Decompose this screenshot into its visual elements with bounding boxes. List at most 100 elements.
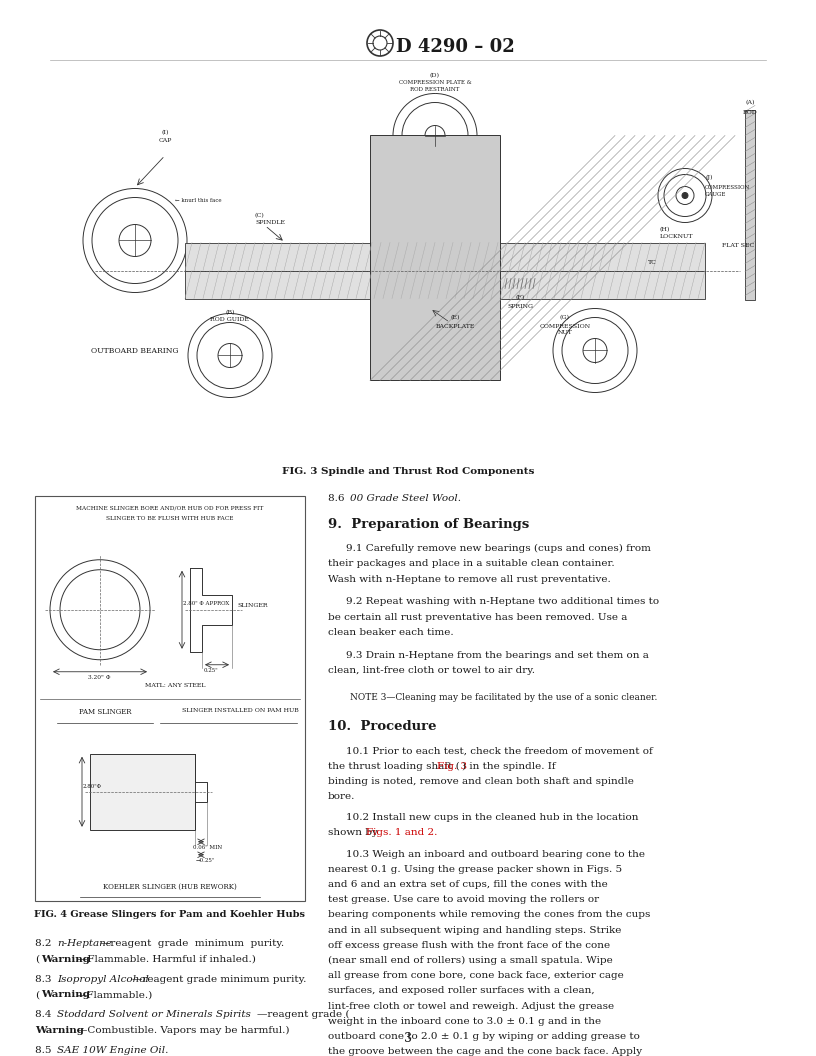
Text: Warning: Warning: [41, 991, 90, 999]
Text: outboard cone to 2.0 ± 0.1 g by wiping or adding grease to: outboard cone to 2.0 ± 0.1 g by wiping o…: [328, 1032, 640, 1041]
Bar: [745, 111, 755, 301]
Text: OUTBOARD BEARING: OUTBOARD BEARING: [91, 347, 179, 356]
Bar: [35, 496, 305, 901]
Text: all grease from cone bore, cone back face, exterior cage: all grease from cone bore, cone back fac…: [328, 972, 623, 980]
Text: be certain all rust preventative has been removed. Use a: be certain all rust preventative has bee…: [328, 612, 628, 622]
Text: —Flammable.): —Flammable.): [77, 991, 153, 999]
Text: lint-free cloth or towel and reweigh. Adjust the grease: lint-free cloth or towel and reweigh. Ad…: [328, 1002, 614, 1011]
Text: (E): (E): [450, 316, 459, 321]
Text: →0.25": →0.25": [196, 857, 215, 863]
Text: 8.4: 8.4: [35, 1011, 55, 1019]
Text: COMPRESSION: COMPRESSION: [705, 186, 750, 190]
Text: ) in the spindle. If: ) in the spindle. If: [463, 761, 556, 771]
Text: off excess grease flush with the front face of the cone: off excess grease flush with the front f…: [328, 941, 610, 950]
Text: (I): (I): [162, 130, 169, 135]
Text: bore.: bore.: [328, 792, 356, 800]
Text: D 4290 – 02: D 4290 – 02: [396, 38, 515, 56]
Text: LOCKNUT: LOCKNUT: [660, 234, 694, 240]
Text: 0.06" MIN: 0.06" MIN: [193, 845, 222, 850]
Text: Fig. 3: Fig. 3: [437, 761, 468, 771]
Text: surfaces, and exposed roller surfaces with a clean,: surfaces, and exposed roller surfaces wi…: [328, 986, 595, 996]
Text: NOTE 3—Cleaning may be facilitated by the use of a sonic cleaner.: NOTE 3—Cleaning may be facilitated by th…: [350, 693, 658, 702]
Text: SPRING: SPRING: [507, 303, 533, 308]
Bar: [185, 270, 705, 299]
Text: ← knurl this face: ← knurl this face: [175, 197, 222, 203]
Text: MATL: ANY STEEL: MATL: ANY STEEL: [145, 683, 206, 687]
Text: FLAT SEC: FLAT SEC: [722, 244, 754, 248]
Text: (C): (C): [255, 213, 264, 219]
Text: 9.3 Drain n-Heptane from the bearings and set them on a: 9.3 Drain n-Heptane from the bearings an…: [346, 650, 649, 660]
Text: (F): (F): [516, 296, 525, 301]
Text: Figs. 1 and 2.: Figs. 1 and 2.: [366, 828, 437, 837]
Text: ROD GUIDE: ROD GUIDE: [211, 318, 250, 322]
Text: MACHINE SLINGER BORE AND/OR HUB OD FOR PRESS FIT: MACHINE SLINGER BORE AND/OR HUB OD FOR P…: [77, 506, 264, 511]
Text: test grease. Use care to avoid moving the rollers or: test grease. Use care to avoid moving th…: [328, 895, 599, 904]
Text: —Combustible. Vapors may be harmful.): —Combustible. Vapors may be harmful.): [77, 1025, 290, 1035]
Text: SLINGER INSTALLED ON PAM HUB: SLINGER INSTALLED ON PAM HUB: [182, 709, 299, 714]
Text: —reagent grade (: —reagent grade (: [257, 1011, 349, 1019]
Text: Isopropyl Alcohol: Isopropyl Alcohol: [57, 975, 149, 983]
Text: 10.3 Weigh an inboard and outboard bearing cone to the: 10.3 Weigh an inboard and outboard beari…: [346, 850, 645, 859]
Text: 00 Grade Steel Wool.: 00 Grade Steel Wool.: [350, 494, 461, 503]
Text: 9.  Preparation of Bearings: 9. Preparation of Bearings: [328, 518, 530, 531]
Text: GAUGE: GAUGE: [705, 192, 726, 197]
Text: SLINGER TO BE FLUSH WITH HUB FACE: SLINGER TO BE FLUSH WITH HUB FACE: [106, 516, 233, 521]
Text: 0.25": 0.25": [204, 667, 219, 673]
Text: clean beaker each time.: clean beaker each time.: [328, 627, 454, 637]
Text: 10.  Procedure: 10. Procedure: [328, 720, 437, 734]
Text: shown by: shown by: [328, 828, 381, 837]
Text: PAM SLINGER: PAM SLINGER: [79, 709, 131, 717]
Text: FIG. 3 Spindle and Thrust Rod Components: FIG. 3 Spindle and Thrust Rod Components: [282, 467, 534, 476]
Text: BACKPLATE: BACKPLATE: [435, 323, 475, 328]
Text: Warning: Warning: [41, 955, 90, 963]
Text: 2.80" Φ APPROX: 2.80" Φ APPROX: [183, 601, 229, 606]
Text: 8.5: 8.5: [35, 1045, 55, 1055]
Text: 3: 3: [404, 1032, 412, 1044]
Text: binding is noted, remove and clean both shaft and spindle: binding is noted, remove and clean both …: [328, 777, 634, 786]
Text: KOEHLER SLINGER (HUB REWORK): KOEHLER SLINGER (HUB REWORK): [103, 883, 237, 891]
Bar: [90, 754, 195, 830]
Text: TC: TC: [648, 261, 657, 265]
Bar: [185, 243, 705, 270]
Text: COMPRESSION: COMPRESSION: [539, 323, 591, 328]
Bar: [370, 135, 500, 380]
Text: (: (: [35, 955, 39, 963]
Text: 3.20" Φ: 3.20" Φ: [88, 675, 111, 680]
Text: (A): (A): [745, 100, 755, 106]
Text: 10.1 Prior to each test, check the freedom of movement of: 10.1 Prior to each test, check the freed…: [346, 747, 653, 755]
Text: weight in the inboard cone to 3.0 ± 0.1 g and in the: weight in the inboard cone to 3.0 ± 0.1 …: [328, 1017, 601, 1025]
Text: 10.2 Install new cups in the cleaned hub in the location: 10.2 Install new cups in the cleaned hub…: [346, 813, 638, 823]
Text: (B): (B): [225, 310, 235, 316]
Text: —reagent grade minimum purity.: —reagent grade minimum purity.: [132, 975, 306, 983]
Text: SLINGER: SLINGER: [237, 603, 268, 608]
Text: the groove between the cage and the cone back face. Apply: the groove between the cage and the cone…: [328, 1048, 642, 1056]
Text: (J): (J): [705, 175, 712, 181]
Text: ROD: ROD: [743, 111, 757, 115]
Text: (near small end of rollers) using a small spatula. Wipe: (near small end of rollers) using a smal…: [328, 956, 613, 965]
Text: 8.3: 8.3: [35, 975, 55, 983]
Text: 8.2: 8.2: [35, 939, 55, 948]
Circle shape: [682, 192, 688, 199]
Text: their packages and place in a suitable clean container.: their packages and place in a suitable c…: [328, 560, 614, 568]
Text: (D): (D): [430, 73, 440, 78]
Text: 2.80"Φ: 2.80"Φ: [83, 784, 102, 789]
Text: the thrust loading shaft (: the thrust loading shaft (: [328, 761, 459, 771]
Text: ROD RESTRAINT: ROD RESTRAINT: [410, 87, 459, 92]
Text: FIG. 4 Grease Slingers for Pam and Koehler Hubs: FIG. 4 Grease Slingers for Pam and Koehl…: [34, 910, 305, 919]
Text: (H): (H): [660, 227, 671, 232]
Text: (G): (G): [560, 316, 570, 321]
Text: 8.6: 8.6: [328, 494, 348, 503]
Text: SAE 10W Engine Oil.: SAE 10W Engine Oil.: [57, 1045, 168, 1055]
Text: Warning: Warning: [35, 1025, 84, 1035]
Text: —reagent  grade  minimum  purity.: —reagent grade minimum purity.: [100, 939, 284, 948]
Text: bearing components while removing the cones from the cups: bearing components while removing the co…: [328, 910, 650, 920]
Text: NUT: NUT: [557, 331, 572, 336]
Text: clean, lint-free cloth or towel to air dry.: clean, lint-free cloth or towel to air d…: [328, 665, 535, 675]
Text: and 6 and an extra set of cups, fill the cones with the: and 6 and an extra set of cups, fill the…: [328, 880, 608, 889]
Text: Wash with n-Heptane to remove all rust preventative.: Wash with n-Heptane to remove all rust p…: [328, 574, 610, 584]
Text: 9.2 Repeat washing with n-Heptane two additional times to: 9.2 Repeat washing with n-Heptane two ad…: [346, 598, 659, 606]
Text: 9.1 Carefully remove new bearings (cups and cones) from: 9.1 Carefully remove new bearings (cups …: [346, 544, 651, 553]
Text: CAP: CAP: [158, 137, 171, 143]
Text: —Flammable. Harmful if inhaled.): —Flammable. Harmful if inhaled.): [77, 955, 256, 963]
Text: COMPRESSION PLATE &: COMPRESSION PLATE &: [399, 80, 472, 84]
